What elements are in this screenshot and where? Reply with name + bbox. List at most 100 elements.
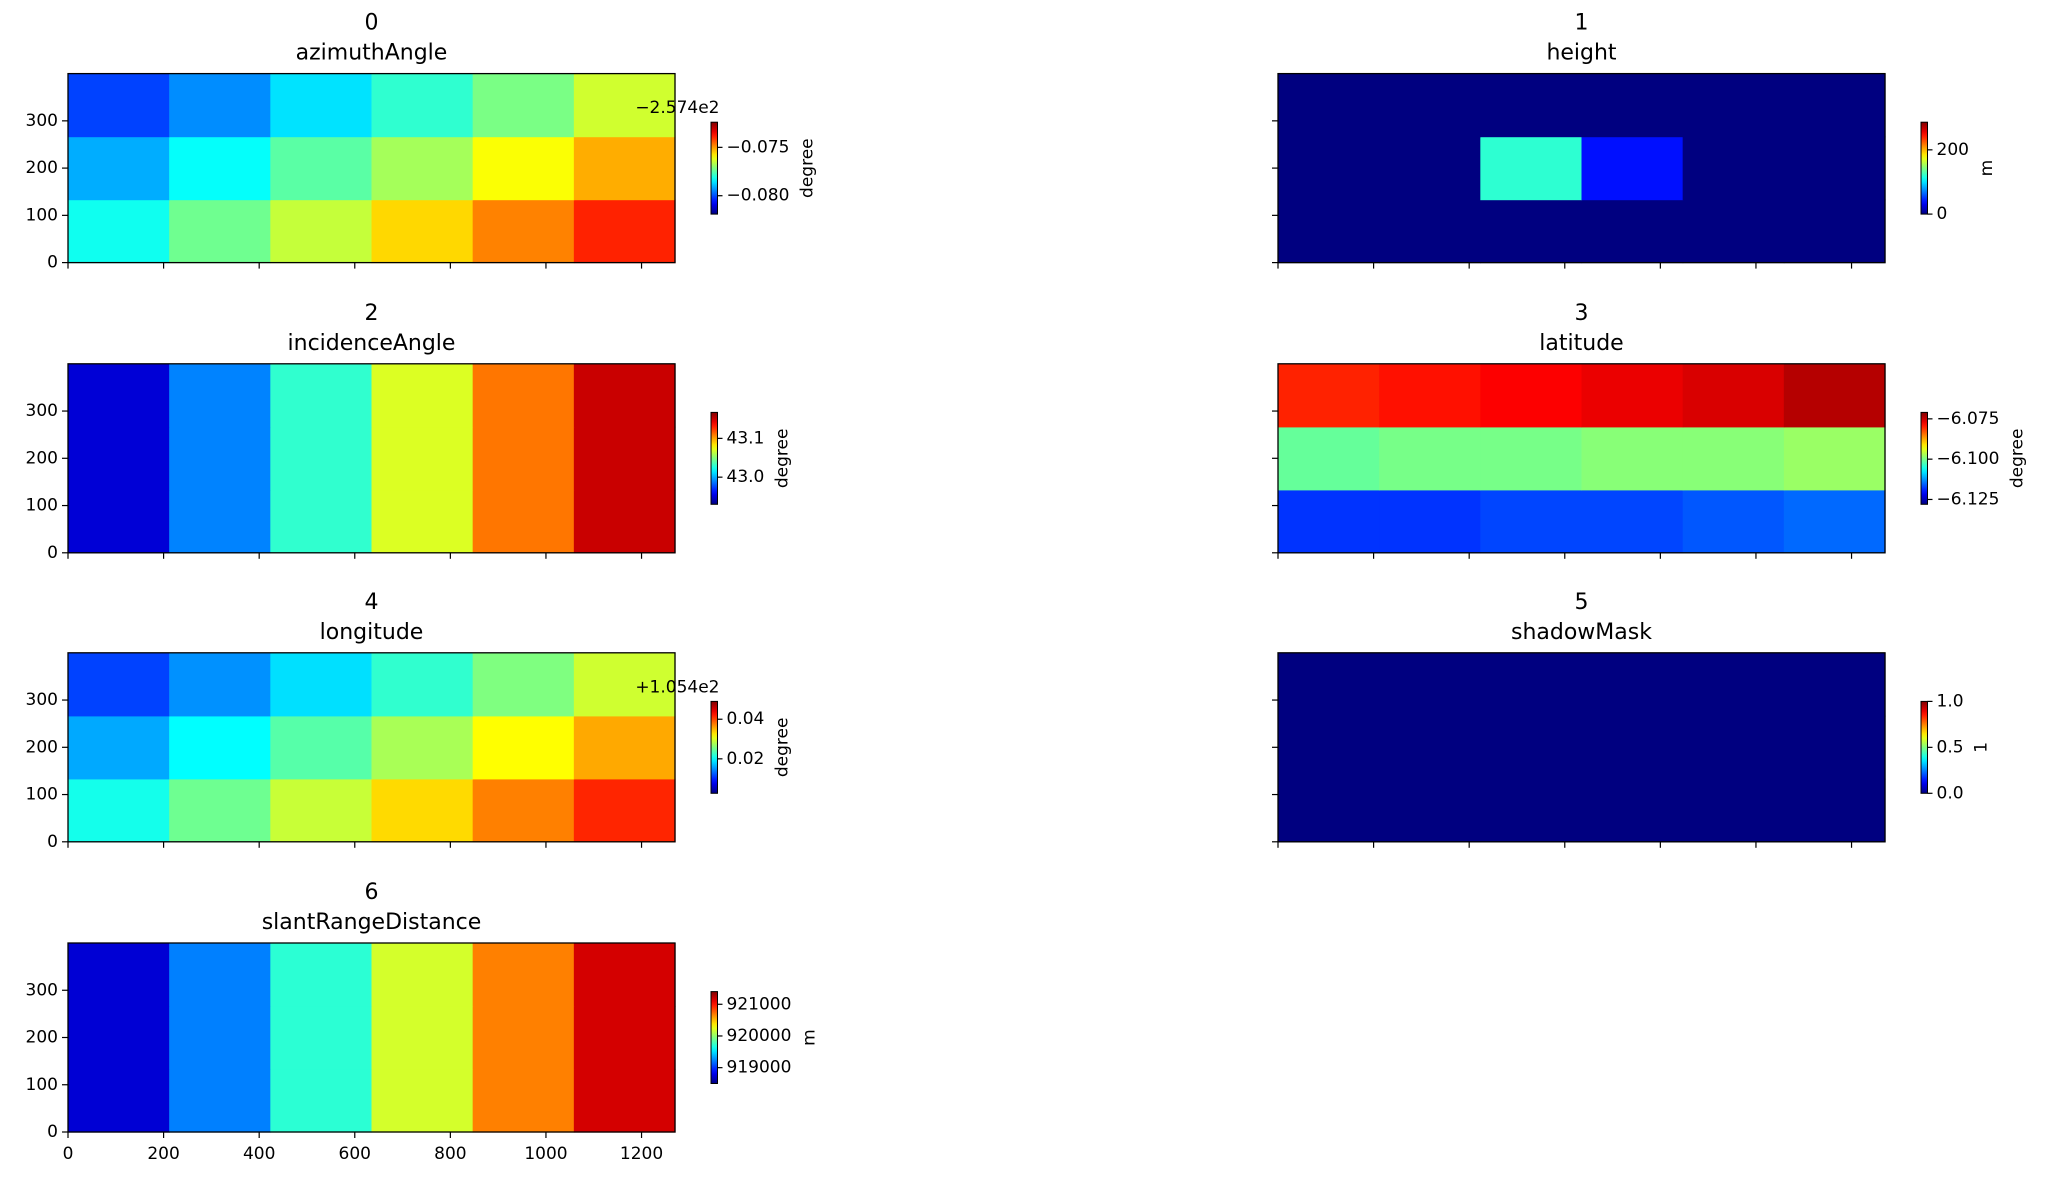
y-tick-label: 0 <box>47 253 58 273</box>
heatmap-cell <box>573 715 676 780</box>
heatmap-cell <box>1480 73 1583 138</box>
heatmap-cell <box>371 652 474 717</box>
colorbar-tick-label: −6.100 <box>1937 449 2000 469</box>
heatmap-cell <box>270 363 373 428</box>
heatmap-cell <box>1379 652 1481 717</box>
heatmap-cell <box>1480 363 1583 428</box>
heatmap-cell <box>1783 652 1886 717</box>
colorbar-label: 1 <box>1972 742 1992 753</box>
colorbar-tick-label: −6.125 <box>1937 489 2000 509</box>
heatmap-cell <box>472 943 575 1007</box>
heatmap-cell <box>1581 778 1684 843</box>
heatmap-cell <box>1783 715 1886 780</box>
heatmap-cell <box>1682 778 1785 843</box>
heatmap-cell <box>1379 489 1481 554</box>
colorbar-label: degree <box>772 718 792 778</box>
heatmap-cell <box>1278 652 1380 717</box>
heatmap-cell <box>1783 363 1886 428</box>
x-tick-label: 800 <box>434 1144 466 1164</box>
heatmap-cell <box>1278 73 1380 138</box>
x-tick-label: 1000 <box>524 1144 567 1164</box>
y-tick-label: 100 <box>26 205 58 225</box>
heatmap-cell <box>1682 136 1785 201</box>
heatmap-cell <box>1783 136 1886 201</box>
heatmap-cell <box>1783 778 1886 843</box>
y-tick-label: 300 <box>26 690 58 710</box>
heatmap-cell <box>371 1006 474 1070</box>
heatmap-cell <box>1379 778 1481 843</box>
heatmap-cell <box>169 1006 271 1070</box>
heatmap-cell <box>573 489 676 554</box>
heatmap-cell <box>371 199 474 264</box>
subplot-title: slantRangeDistance <box>262 910 482 935</box>
colorbar-label: degree <box>797 138 817 198</box>
colorbar <box>1920 700 1928 794</box>
heatmap-cell <box>371 363 474 428</box>
heatmap-cell <box>472 1069 575 1133</box>
colorbar-tick-label: 920000 <box>727 1026 792 1046</box>
colorbar-tick-label: −0.080 <box>727 186 790 206</box>
heatmap-cell <box>573 943 676 1007</box>
heatmap-cell <box>270 73 373 138</box>
colorbar-offset-text: −2.574e2 <box>635 98 719 118</box>
heatmap-cell <box>270 426 373 491</box>
heatmap-cell <box>1581 426 1684 491</box>
heatmap-cell <box>371 489 474 554</box>
heatmap-cell <box>68 1069 170 1133</box>
heatmap-cell <box>1278 199 1380 264</box>
subplot: 0 azimuthAngle 0 100 200 300 −0.075 −0.080 degre… <box>26 11 818 273</box>
subplot-title: longitude <box>320 620 424 645</box>
heatmap-cell <box>270 652 373 717</box>
heatmap-cell <box>68 489 170 554</box>
heatmap-cell <box>1480 652 1583 717</box>
subplot-title: azimuthAngle <box>296 41 448 66</box>
x-tick-label: 1200 <box>620 1144 663 1164</box>
heatmap-cell <box>573 363 676 428</box>
heatmap-cell <box>169 489 271 554</box>
heatmap-cell <box>169 652 271 717</box>
colorbar-label: m <box>799 1029 819 1046</box>
heatmap-cell <box>68 1006 170 1070</box>
heatmap-cell <box>169 73 271 138</box>
colorbar-tick-label: −6.075 <box>1937 409 2000 429</box>
heatmap-cell <box>68 73 170 138</box>
heatmap-cell <box>1278 778 1380 843</box>
heatmap-cell <box>169 778 271 843</box>
colorbar-tick-label: 0.04 <box>727 709 765 729</box>
heatmap-cell <box>371 943 474 1007</box>
heatmap-cell <box>1480 715 1583 780</box>
heatmap-cell <box>472 363 575 428</box>
x-tick-label: 400 <box>243 1144 275 1164</box>
colorbar <box>1920 411 1928 505</box>
colorbar-label: degree <box>772 429 792 489</box>
heatmap-cell <box>472 199 575 264</box>
heatmap-cell <box>68 778 170 843</box>
colorbar-tick-label: 0.5 <box>1937 737 1964 757</box>
heatmap-cell <box>1480 778 1583 843</box>
heatmap-cell <box>371 1069 474 1133</box>
x-tick-label: 0 <box>63 1144 74 1164</box>
colorbar-tick-label: 200 <box>1937 140 1969 160</box>
heatmap-cell <box>68 943 170 1007</box>
colorbar-tick-label: 0 <box>1937 204 1948 224</box>
heatmap-cell <box>371 715 474 780</box>
colorbar-tick-label: 921000 <box>727 994 792 1014</box>
heatmap-cell <box>1278 715 1380 780</box>
y-tick-label: 100 <box>26 1075 58 1095</box>
subplot: 5 shadowMask 1.0 0.5 0.0 1 <box>1272 590 1992 848</box>
heatmap-cell <box>1379 426 1481 491</box>
subplot-index: 2 <box>365 301 379 326</box>
colorbar-label: degree <box>2007 429 2027 489</box>
y-tick-label: 200 <box>26 448 58 468</box>
heatmap-cell <box>68 652 170 717</box>
subplot-index: 0 <box>365 11 379 36</box>
heatmap-cell <box>1581 199 1684 264</box>
heatmap-cell <box>573 136 676 201</box>
heatmap-cell <box>68 715 170 780</box>
colorbar-tick-label: 0.02 <box>727 749 765 769</box>
heatmap-cell <box>1581 715 1684 780</box>
subplot: 2 incidenceAngle 0 100 200 300 43.1 43.0 degree <box>26 301 793 563</box>
colorbar <box>1920 121 1928 215</box>
heatmap-cell <box>371 136 474 201</box>
